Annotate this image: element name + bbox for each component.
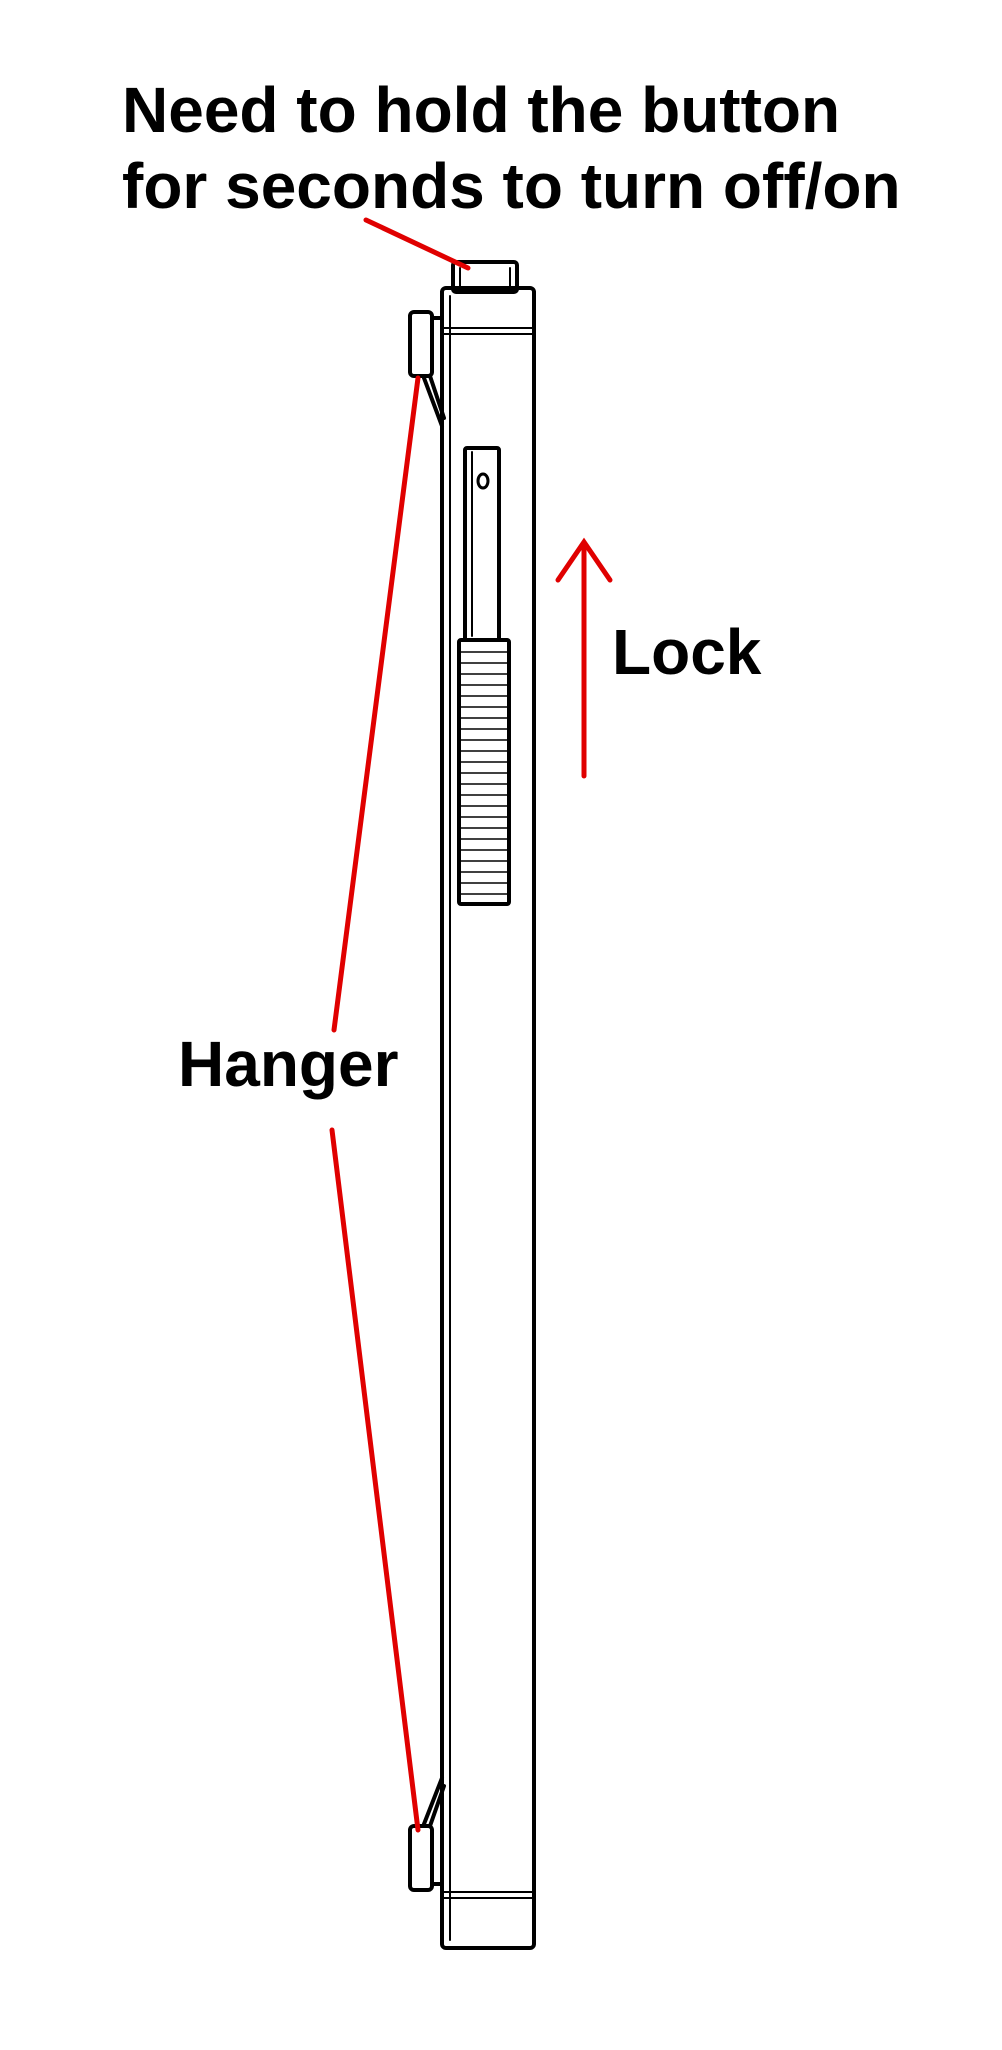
hanger-bottom — [408, 1776, 446, 1892]
device-body — [440, 286, 536, 1950]
hanger-label: Hanger — [178, 1028, 399, 1100]
hanger-pointer-line-top — [331, 375, 421, 1033]
hanger-pointer-line-bottom — [329, 1127, 421, 1833]
button-note-line-1: Need to hold the button — [122, 74, 841, 146]
slider-knob — [457, 638, 511, 906]
slider-knob-ridges — [460, 651, 508, 895]
lock-slider — [463, 446, 501, 642]
hanger-top — [408, 310, 446, 428]
lock-direction-arrow — [555, 537, 613, 779]
button-note-line-2: for seconds to turn off/on — [122, 150, 901, 222]
button-pointer-line — [363, 217, 471, 271]
lock-label: Lock — [612, 616, 762, 688]
button-note-label: Need to hold the button for seconds to t… — [122, 72, 901, 224]
